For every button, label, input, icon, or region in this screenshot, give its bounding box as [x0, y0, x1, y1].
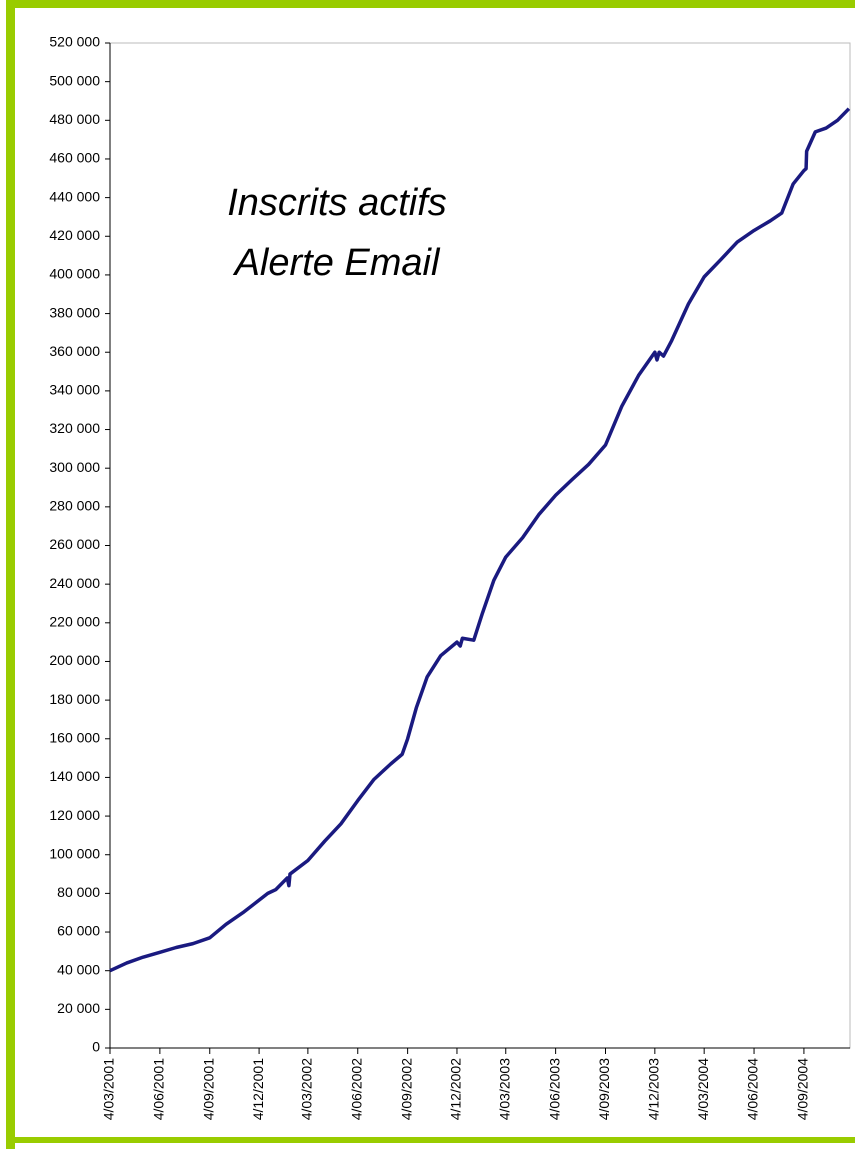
chart-title: Alerte Email	[233, 242, 441, 284]
y-tick-label: 0	[92, 1039, 100, 1055]
y-tick-label: 120 000	[49, 807, 100, 823]
y-tick-label: 160 000	[49, 729, 100, 745]
y-tick-label: 400 000	[49, 266, 100, 282]
y-tick-label: 260 000	[49, 536, 100, 552]
y-tick-label: 20 000	[57, 1000, 100, 1016]
y-tick-label: 200 000	[49, 652, 100, 668]
x-tick-label: 4/06/2003	[546, 1058, 562, 1120]
x-tick-label: 4/03/2002	[299, 1058, 315, 1120]
x-tick-label: 4/03/2004	[695, 1058, 711, 1120]
y-tick-label: 480 000	[49, 111, 100, 127]
x-tick-label: 4/12/2003	[646, 1058, 662, 1120]
y-tick-label: 140 000	[49, 768, 100, 784]
chart-title: Inscrits actifs	[227, 182, 447, 224]
y-tick-label: 320 000	[49, 420, 100, 436]
y-tick-label: 280 000	[49, 498, 100, 514]
x-tick-label: 4/09/2004	[795, 1058, 811, 1120]
x-tick-label: 4/06/2002	[348, 1058, 364, 1120]
y-tick-label: 240 000	[49, 575, 100, 591]
x-tick-label: 4/03/2003	[496, 1058, 512, 1120]
y-tick-label: 40 000	[57, 961, 100, 977]
y-tick-label: 520 000	[49, 34, 100, 50]
y-tick-label: 380 000	[49, 304, 100, 320]
y-tick-label: 80 000	[57, 884, 100, 900]
y-tick-label: 500 000	[49, 72, 100, 88]
frame-top	[6, 0, 855, 8]
x-tick-label: 4/12/2001	[250, 1058, 266, 1120]
data-line	[109, 107, 851, 973]
x-tick-label: 4/12/2002	[448, 1058, 464, 1120]
x-tick-label: 4/09/2003	[596, 1058, 612, 1120]
x-tick-label: 4/06/2001	[151, 1058, 167, 1120]
y-tick-label: 440 000	[49, 188, 100, 204]
x-tick-label: 4/09/2002	[398, 1058, 414, 1120]
frame-left	[6, 0, 15, 1149]
y-tick-label: 180 000	[49, 691, 100, 707]
y-tick-label: 220 000	[49, 614, 100, 630]
y-tick-label: 340 000	[49, 382, 100, 398]
y-tick-label: 300 000	[49, 459, 100, 475]
y-tick-label: 360 000	[49, 343, 100, 359]
y-tick-label: 420 000	[49, 227, 100, 243]
x-tick-label: 4/03/2001	[101, 1058, 117, 1120]
y-tick-label: 100 000	[49, 845, 100, 861]
x-tick-label: 4/06/2004	[745, 1058, 761, 1120]
x-tick-label: 4/09/2001	[200, 1058, 216, 1120]
frame-bottom	[6, 1137, 855, 1143]
y-tick-label: 60 000	[57, 923, 100, 939]
y-tick-label: 460 000	[49, 150, 100, 166]
